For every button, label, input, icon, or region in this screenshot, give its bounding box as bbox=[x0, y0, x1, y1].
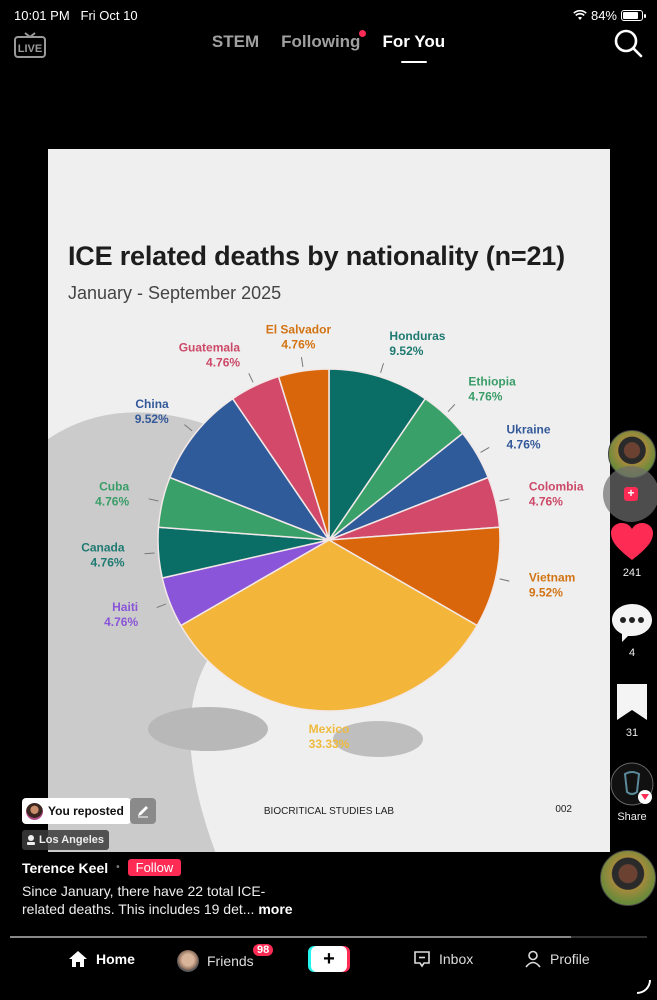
tab-stem[interactable]: STEM bbox=[211, 32, 260, 51]
nav-home[interactable]: Home bbox=[68, 950, 135, 968]
tab-for-you[interactable]: For You bbox=[382, 32, 446, 51]
separator-dot: • bbox=[116, 862, 120, 873]
status-right: 84% bbox=[573, 8, 646, 23]
search-icon[interactable] bbox=[613, 28, 643, 58]
pie-slice-china bbox=[168, 397, 331, 542]
lab-credit: BIOCRITICAL STUDIES LAB bbox=[263, 806, 395, 817]
comment-button[interactable]: 4 bbox=[609, 602, 655, 659]
pie-label: Colombia 4.76% bbox=[529, 479, 584, 508]
chart-title: ICE related deaths by nationality (n=21) bbox=[68, 241, 565, 271]
friends-badge: 98 bbox=[253, 944, 274, 956]
status-time: 10:01 PM Fri Oct 10 bbox=[14, 8, 138, 23]
nav-friends[interactable]: Friends 98 bbox=[177, 944, 274, 972]
pie-label: Canada 4.76% bbox=[81, 540, 125, 569]
pie-slice-mexico bbox=[179, 539, 479, 712]
pie-slice-el-salvador bbox=[277, 368, 330, 541]
pie-label: China 9.52% bbox=[135, 397, 169, 426]
pie-chart: Honduras 9.52% Ethiopia 4.76% Ukraine 4.76% Co… bbox=[81, 322, 584, 751]
location-pin-icon bbox=[27, 835, 35, 845]
svg-text:LIVE: LIVE bbox=[18, 43, 42, 55]
tab-following[interactable]: Following bbox=[281, 30, 367, 52]
pie-slice-honduras bbox=[328, 368, 427, 543]
friends-avatar-icon bbox=[177, 950, 199, 972]
nav-inbox[interactable]: Inbox bbox=[413, 950, 473, 968]
pie-slice-vietnam bbox=[326, 526, 501, 627]
feed-tabs: STEM Following For You bbox=[0, 30, 657, 52]
bookmark-button[interactable]: 31 bbox=[609, 682, 655, 739]
notification-dot bbox=[359, 30, 367, 37]
author-row: Terence Keel • Follow bbox=[22, 859, 182, 876]
chart-subtitle: January - September 2025 bbox=[68, 283, 282, 303]
nav-profile[interactable]: Profile bbox=[524, 950, 590, 968]
post-image[interactable]: ICE related deaths by nationality (n=21)… bbox=[48, 149, 610, 852]
author-name[interactable]: Terence Keel bbox=[22, 859, 109, 876]
edit-repost-button[interactable] bbox=[130, 798, 156, 824]
status-bar: 10:01 PM Fri Oct 10 84% bbox=[0, 0, 657, 28]
pie-label: Cuba 4.76% bbox=[95, 479, 129, 508]
user-avatar-icon bbox=[26, 802, 43, 820]
location-chip[interactable]: Los Angeles bbox=[22, 830, 109, 850]
pie-label: Guatemala 4.76% bbox=[179, 340, 241, 369]
live-tv-icon[interactable]: LIVE bbox=[14, 30, 46, 60]
follow-plus-button[interactable]: + bbox=[603, 466, 657, 522]
heart-icon bbox=[611, 523, 653, 560]
battery-icon bbox=[621, 10, 646, 21]
pie-label: Ukraine 4.76% bbox=[507, 422, 551, 451]
slide-number: 002 bbox=[555, 804, 572, 815]
more-link[interactable]: more bbox=[258, 901, 293, 917]
inbox-icon bbox=[414, 951, 430, 968]
corner-indicator bbox=[637, 980, 651, 994]
post-caption[interactable]: Since January, there have 22 total ICE- … bbox=[22, 883, 293, 917]
share-button[interactable]: Share bbox=[609, 762, 655, 823]
comment-icon bbox=[612, 604, 652, 642]
home-icon bbox=[69, 951, 87, 967]
pie-label: Honduras 9.52% bbox=[389, 329, 445, 358]
sound-disc-icon bbox=[610, 762, 654, 806]
you-reposted-chip[interactable]: You reposted bbox=[22, 798, 131, 824]
pie-label: El Salvador 4.76% bbox=[266, 322, 332, 351]
create-button[interactable]: + bbox=[311, 946, 347, 972]
pencil-icon bbox=[138, 806, 148, 818]
pie-label: Vietnam 9.52% bbox=[529, 571, 575, 600]
like-button[interactable]: 241 bbox=[609, 522, 655, 579]
bottom-nav: Home Friends 98 + Inbox Profile bbox=[0, 942, 657, 982]
plus-icon: + bbox=[624, 487, 638, 501]
top-nav: LIVE STEM Following For You bbox=[0, 28, 657, 64]
music-creator-avatar[interactable] bbox=[600, 850, 656, 906]
wifi-icon bbox=[573, 10, 587, 20]
bookmark-icon bbox=[617, 684, 647, 720]
profile-icon bbox=[525, 950, 541, 968]
follow-button[interactable]: Follow bbox=[127, 859, 182, 876]
pie-label: Ethiopia 4.76% bbox=[468, 375, 516, 404]
video-progress-bar[interactable] bbox=[10, 936, 647, 938]
pie-label: Haiti 4.76% bbox=[104, 600, 138, 629]
battery-percent: 84% bbox=[590, 8, 617, 23]
pie-label: Mexico 33.33% bbox=[309, 722, 350, 751]
